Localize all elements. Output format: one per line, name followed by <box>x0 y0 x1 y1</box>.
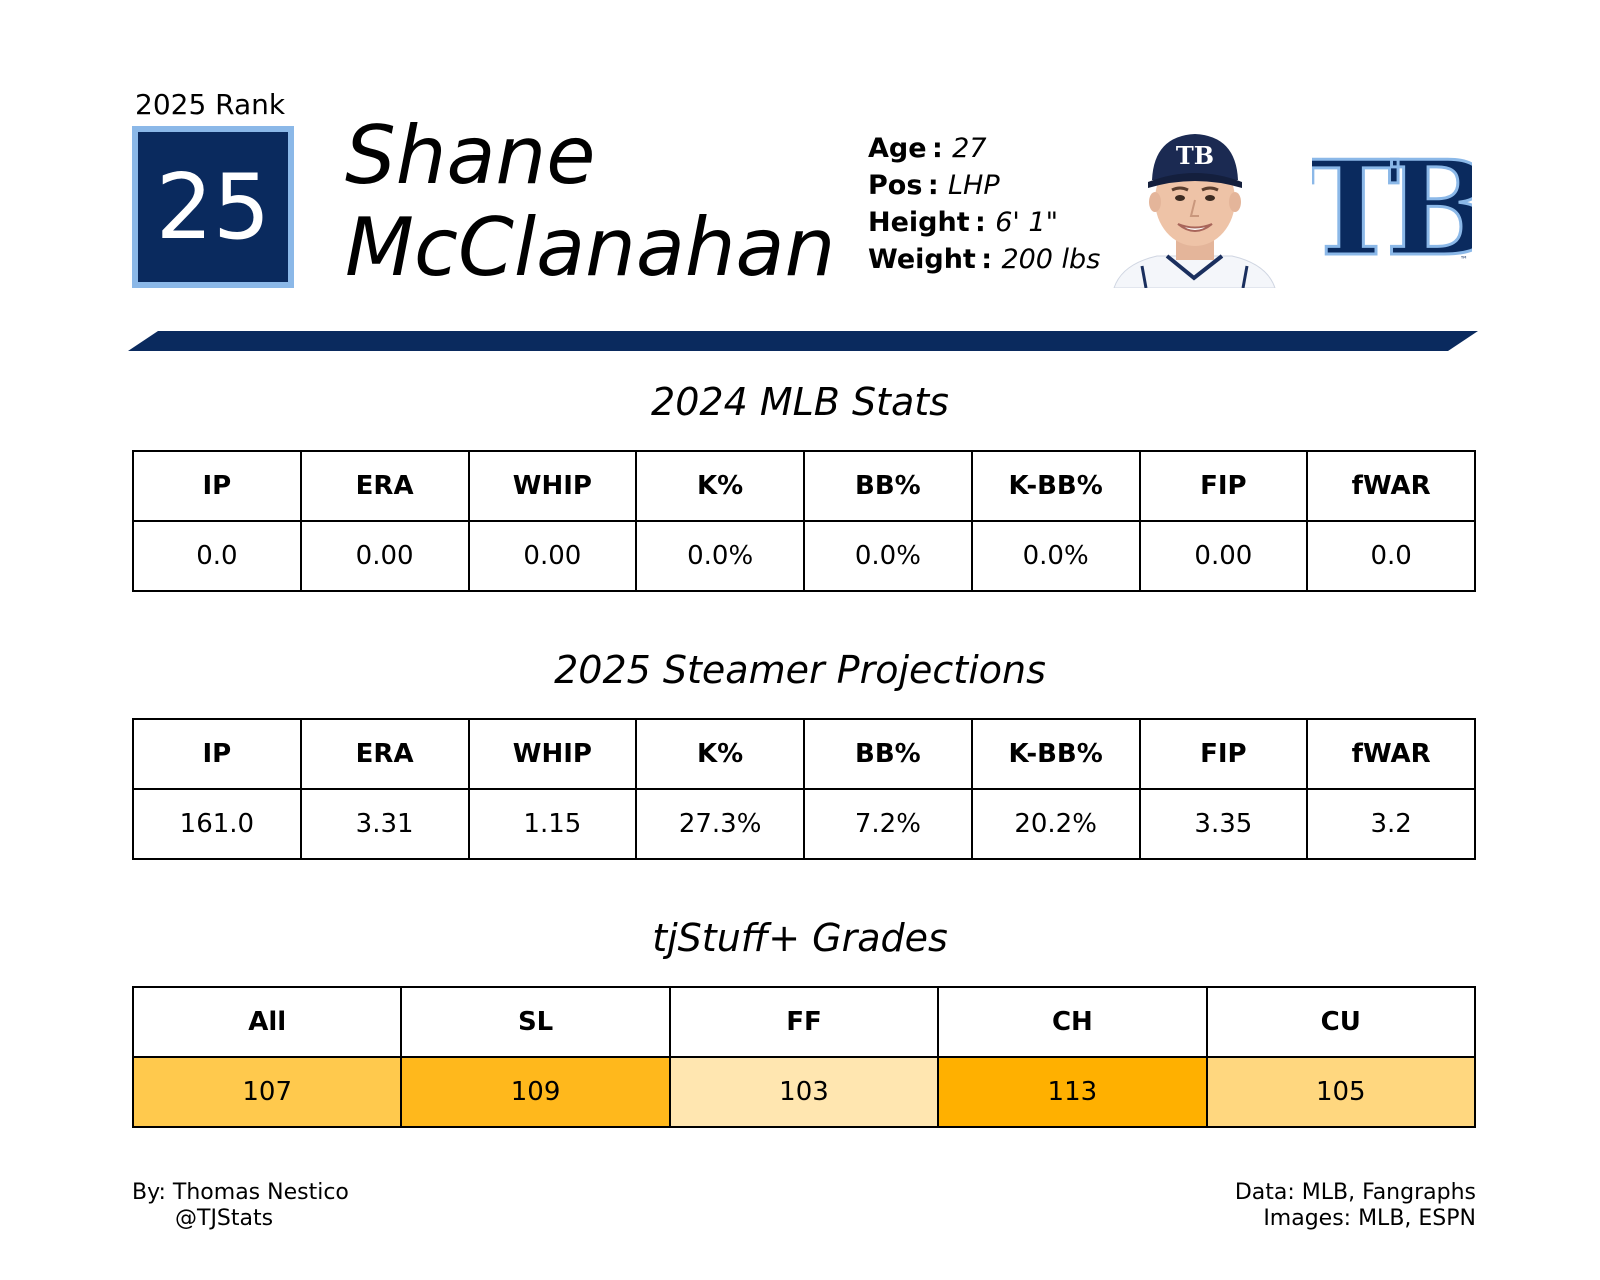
bio-key: Height <box>868 207 970 238</box>
column-header: CU <box>1205 986 1477 1058</box>
column-header: All <box>131 986 403 1058</box>
bio-key: Pos <box>868 170 923 201</box>
column-header: FF <box>668 986 940 1058</box>
column-header: IP <box>132 718 302 790</box>
stat-cell: 0.00 <box>467 520 638 592</box>
column-header: WHIP <box>467 718 638 790</box>
projections-table: IP ERA WHIP K% BB% K-BB% FIP fWAR 161.0 … <box>132 718 1476 860</box>
column-header: SL <box>400 986 671 1058</box>
table-row: 0.0 0.00 0.00 0.0% 0.0% 0.0% 0.00 0.0 <box>132 520 1476 592</box>
stat-cell: 27.3% <box>635 788 805 860</box>
stat-cell: 0.0% <box>635 520 805 592</box>
footer-credits: By: Thomas Nestico @TJStats <box>132 1180 349 1232</box>
grade-cell: 103 <box>668 1056 940 1128</box>
bio-weight: Weight : 200 lbs <box>868 244 1101 275</box>
stat-cell: 3.2 <box>1306 788 1476 860</box>
footer-sources: Data: MLB, Fangraphs Images: MLB, ESPN <box>1235 1180 1476 1232</box>
column-header: K-BB% <box>970 718 1141 790</box>
column-header: FIP <box>1138 450 1309 522</box>
team-logo-trademark: ™ <box>1460 255 1468 264</box>
table-row: 161.0 3.31 1.15 27.3% 7.2% 20.2% 3.35 3.… <box>132 788 1476 860</box>
stat-cell: 161.0 <box>132 788 302 860</box>
header-divider <box>128 331 1478 351</box>
grade-cell: 105 <box>1205 1056 1477 1128</box>
column-header: WHIP <box>467 450 638 522</box>
column-header: FIP <box>1138 718 1309 790</box>
bio-pos: Pos : LHP <box>868 170 1000 201</box>
stuff-grades-table: All SL FF CH CU 107 109 103 113 105 <box>131 986 1477 1128</box>
mlb-stats-title: 2024 MLB Stats <box>651 380 949 424</box>
bio-key: Age <box>868 133 927 164</box>
bio-value: 6' 1" <box>995 207 1058 238</box>
stat-cell: 0.0 <box>1306 520 1476 592</box>
divider-bar <box>128 331 1478 351</box>
footer-data-source: Data: MLB, Fangraphs <box>1234 1180 1476 1205</box>
grade-cell: 109 <box>400 1056 671 1128</box>
player-bio: Age : 27 Pos : LHP Height : 6' 1" Weight… <box>868 130 1100 278</box>
column-header: BB% <box>803 718 973 790</box>
rank-number: 25 <box>155 154 271 260</box>
stat-cell: 3.35 <box>1138 788 1309 860</box>
footer-author: By: Thomas Nestico <box>132 1180 349 1205</box>
cap-logo-text: TB <box>1176 141 1214 170</box>
column-header: K% <box>635 718 805 790</box>
column-header: CH <box>937 986 1208 1058</box>
rank-label: 2025 Rank <box>135 88 286 121</box>
bio-key: Weight <box>868 244 976 275</box>
stat-cell: 0.0% <box>803 520 973 592</box>
stat-cell: 0.0% <box>970 520 1141 592</box>
table-header-row: IP ERA WHIP K% BB% K-BB% FIP fWAR <box>132 450 1476 522</box>
table-header-row: All SL FF CH CU <box>131 986 1477 1058</box>
stat-cell: 1.15 <box>467 788 638 860</box>
column-header: ERA <box>299 450 470 522</box>
column-header: K% <box>635 450 805 522</box>
stat-cell: 0.00 <box>299 520 470 592</box>
grade-cell: 113 <box>937 1056 1208 1128</box>
bio-value: LHP <box>948 170 1000 201</box>
footer-image-source: Images: MLB, ESPN <box>1263 1206 1476 1231</box>
bio-age: Age : 27 <box>868 133 987 164</box>
column-header: BB% <box>803 450 973 522</box>
column-header: fWAR <box>1306 450 1476 522</box>
stat-cell: 7.2% <box>803 788 973 860</box>
projections-title: 2025 Steamer Projections <box>554 648 1046 692</box>
grade-cell: 107 <box>131 1056 403 1128</box>
player-first-name: Shane <box>345 109 596 202</box>
team-logo: TB ™ <box>1301 131 1504 287</box>
footer-handle: @TJStats <box>175 1206 274 1231</box>
rank-badge: 25 <box>132 126 294 288</box>
player-headshot: TB <box>1112 128 1277 288</box>
table-row: 107 109 103 113 105 <box>131 1056 1477 1128</box>
mlb-stats-table: IP ERA WHIP K% BB% K-BB% FIP fWAR 0.0 0.… <box>132 450 1476 592</box>
stuff-grades-title: tjStuff+ Grades <box>652 916 948 960</box>
column-header: ERA <box>299 718 470 790</box>
stat-cell: 0.00 <box>1138 520 1309 592</box>
column-header: fWAR <box>1306 718 1476 790</box>
bio-height: Height : 6' 1" <box>868 207 1058 238</box>
stat-cell: 20.2% <box>970 788 1141 860</box>
table-header-row: IP ERA WHIP K% BB% K-BB% FIP fWAR <box>132 718 1476 790</box>
stat-cell: 3.31 <box>299 788 470 860</box>
player-last-name: McClanahan <box>345 201 836 294</box>
column-header: K-BB% <box>970 450 1141 522</box>
stat-cell: 0.0 <box>132 520 302 592</box>
team-logo-text: TB <box>1312 134 1472 274</box>
bio-value: 200 lbs <box>1001 244 1101 275</box>
bio-value: 27 <box>952 133 987 164</box>
player-name: Shane McClanahan <box>345 110 835 294</box>
column-header: IP <box>132 450 302 522</box>
